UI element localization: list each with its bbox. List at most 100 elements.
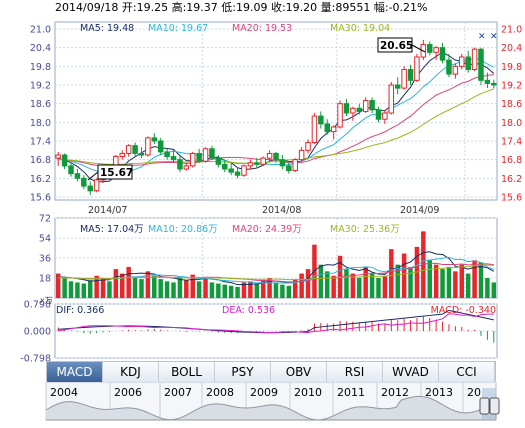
price-right-tick: 19.2 (501, 81, 522, 92)
zoom-in-icon: ✕ (478, 32, 486, 42)
candle-body (183, 165, 190, 170)
volume-bar (325, 271, 330, 298)
candle-body (125, 145, 132, 154)
volume-bar (190, 274, 195, 298)
volume-bar (350, 273, 356, 298)
candle-body (215, 157, 222, 165)
candle-body (145, 137, 151, 156)
tab-psy[interactable]: PSY (215, 362, 271, 382)
candle-body (382, 112, 388, 120)
macd-left-tick: -0.798 (20, 354, 51, 365)
candle-body (350, 107, 356, 114)
volume-bar (491, 282, 497, 298)
tab-rsi[interactable]: RSI (327, 362, 383, 382)
volume-bar (427, 260, 432, 298)
candle-body (241, 165, 247, 176)
volume-legend-ma: MA5: 17.04万 (80, 224, 144, 235)
volume-bar (68, 281, 74, 298)
volume-bar (453, 271, 458, 298)
candle-body (132, 145, 138, 154)
volume-ma30-line (58, 264, 494, 281)
volume-bar (216, 283, 221, 298)
volume-bar (113, 269, 119, 298)
volume-bar (292, 279, 298, 298)
candle-body (119, 152, 126, 158)
candle-body (202, 148, 209, 162)
volume-bar (446, 266, 452, 298)
price-left-tick: 16.2 (30, 174, 51, 185)
macd-legend: DIF: 0.366 (56, 305, 104, 316)
candle-body (426, 44, 433, 53)
tab-cci[interactable]: CCI (439, 362, 495, 382)
tab-obv[interactable]: OBV (271, 362, 327, 382)
macd-dea-line (58, 313, 494, 334)
candle-body (459, 56, 465, 67)
candle-body (170, 156, 177, 161)
volume-bar (401, 253, 407, 298)
macd-left-tick: 0.000 (24, 327, 51, 338)
price-right-tick: 18.6 (501, 99, 522, 110)
volume-bar (222, 284, 227, 298)
volume-bar (267, 278, 272, 298)
timeline-year-label: 2006 (114, 386, 142, 399)
candle-body (369, 100, 375, 111)
price-legend-ma15: MA30: 19.04 (330, 23, 390, 34)
price-left-tick: 17.4 (30, 137, 51, 148)
timeline-year-label: 2011 (337, 386, 365, 399)
volume-bar (465, 273, 471, 298)
candle-body (362, 100, 369, 112)
price-right-tick: 18.0 (501, 118, 522, 129)
candle-body (311, 115, 318, 144)
volume-bar (254, 283, 260, 298)
volume-bar (107, 281, 112, 298)
volume-bar (305, 269, 311, 298)
candle-body (414, 56, 420, 81)
candle-body (196, 152, 202, 162)
tab-macd[interactable]: MACD (47, 362, 103, 382)
volume-bar (164, 281, 170, 298)
timeline-year-label: 2009 (250, 386, 278, 399)
max-price-label: 20.65 (380, 40, 413, 52)
tab-kdj[interactable]: KDJ (103, 362, 159, 382)
tab-wvad[interactable]: WVAD (383, 362, 439, 382)
price-left-tick: 15.6 (30, 193, 51, 204)
volume-legend-ma: MA10: 20.86万 (148, 224, 218, 235)
tab-boll[interactable]: BOLL (159, 362, 215, 382)
candle-body (260, 157, 266, 165)
volume-bar (260, 280, 266, 298)
candle-body (465, 56, 471, 70)
volume-bar (433, 264, 439, 298)
volume-bar (120, 273, 125, 298)
volume-bar (363, 266, 368, 298)
volume-bar (152, 275, 157, 298)
volume-bar (62, 278, 67, 298)
candle-body (254, 162, 260, 165)
timeline-handle-right (489, 397, 500, 415)
candle-body (93, 179, 100, 192)
candle-body (151, 137, 158, 142)
candle-body (55, 154, 61, 159)
timeline-year-label: 2007 (164, 386, 192, 399)
candle-body (471, 48, 478, 70)
candle-body (330, 126, 337, 133)
timeline-year-label: 2012 (381, 386, 409, 399)
candle-body (189, 152, 196, 167)
price-right-tick: 16.8 (501, 155, 522, 166)
min-price-pointer (87, 171, 99, 181)
macd-legend: DEA: 0.536 (222, 305, 275, 316)
volume-bar (184, 280, 189, 298)
volume-bar (273, 282, 279, 298)
volume-bar (241, 282, 247, 298)
volume-bar (369, 273, 375, 298)
candle-body (234, 171, 241, 176)
candle-body (292, 159, 298, 172)
volume-bar (132, 276, 138, 298)
candle-body (222, 163, 228, 170)
price-legend-ma10: MA20: 19.53 (232, 23, 292, 34)
volume-bar (94, 275, 99, 298)
price-left-tick: 19.2 (30, 81, 51, 92)
volume-bar (177, 278, 183, 298)
candle-body (337, 103, 343, 128)
volume-bar (203, 276, 208, 298)
